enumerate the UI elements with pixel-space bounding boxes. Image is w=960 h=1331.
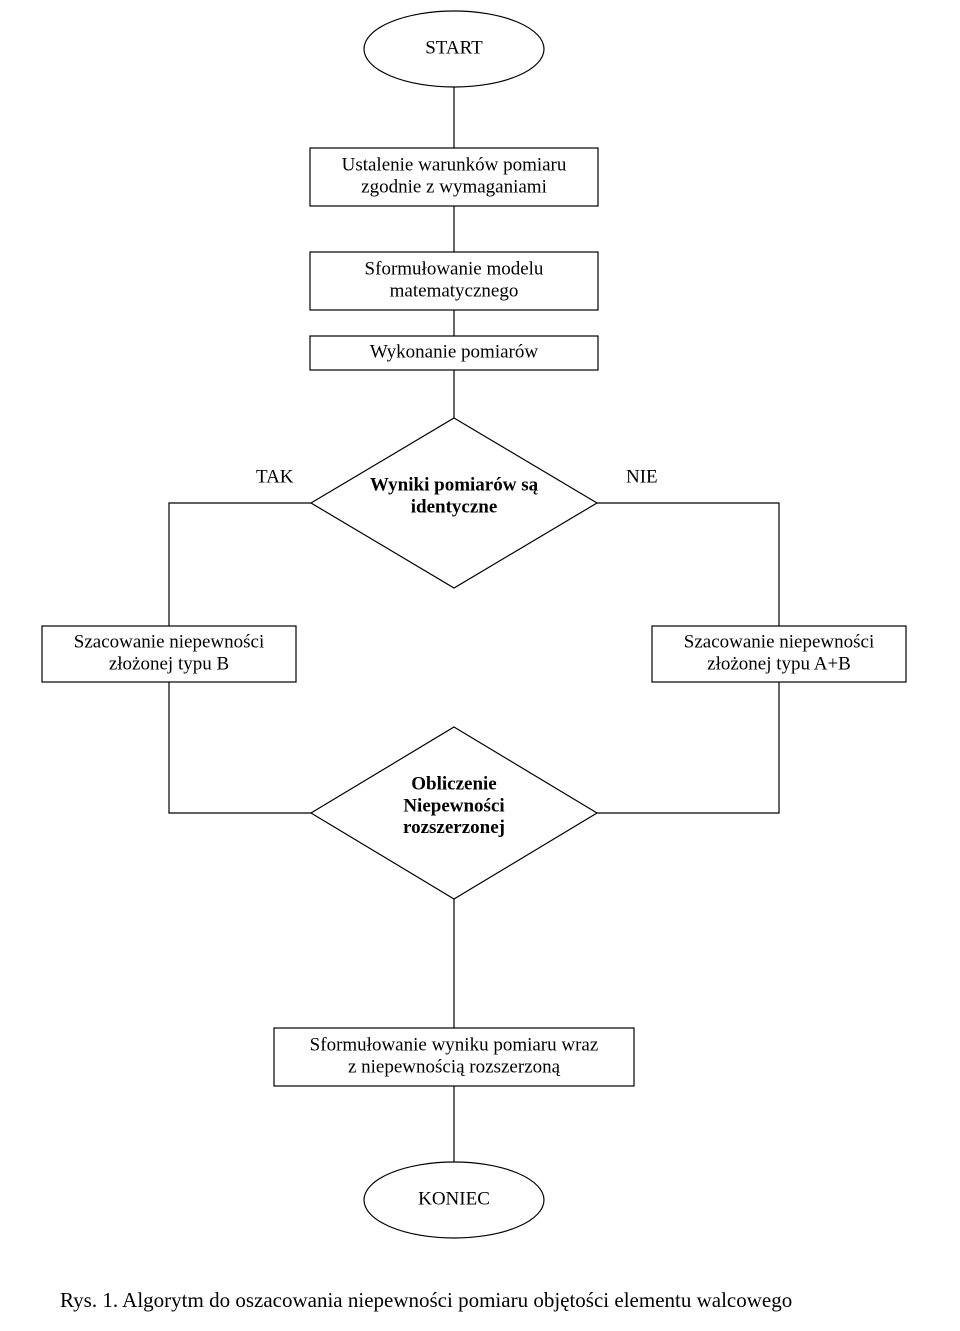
edge-5 xyxy=(597,503,779,626)
nodes.d2-text-line-0: Obliczenie xyxy=(411,774,496,795)
edges-group xyxy=(169,87,779,1162)
nodes.n4-text-line-1: z niepewnością rozszerzoną xyxy=(348,1056,561,1077)
nodes.start-text-line-0: START xyxy=(425,37,483,58)
nodes.end-text-line-0: KONIEC xyxy=(418,1188,490,1209)
nodes.n1-text-line-1: zgodnie z wymaganiami xyxy=(361,176,547,197)
nodes-group: START Ustalenie warunków pomiaruzgodnie z… xyxy=(42,11,906,1238)
nodes.d2-text-line-1: Niepewności xyxy=(403,795,504,816)
nodes.n2-text-line-0: Sformułowanie modelu xyxy=(365,258,544,279)
edge-7 xyxy=(597,682,779,813)
edge-6 xyxy=(169,682,311,813)
edge-4 xyxy=(169,503,311,626)
nodes.n2-text-line-1: matematycznego xyxy=(390,280,519,301)
nodes.right-text-line-1: złożonej typu A+B xyxy=(707,653,851,674)
nodes.d1-text-line-0: Wyniki pomiarów są xyxy=(370,474,539,495)
nodes.d2-text-line-2: rozszerzonej xyxy=(403,817,505,838)
branch-label-tak: TAK xyxy=(256,466,294,487)
figure-caption: Rys. 1. Algorytm do oszacowania niepewno… xyxy=(60,1288,792,1312)
nodes.right-text-line-0: Szacowanie niepewności xyxy=(684,631,874,652)
nodes.d1-text-line-1: identyczne xyxy=(411,496,498,517)
nodes.left-text-line-1: złożonej typu B xyxy=(109,653,229,674)
nodes.left-text-line-0: Szacowanie niepewności xyxy=(74,631,264,652)
nodes.n3-text-line-0: Wykonanie pomiarów xyxy=(370,341,539,362)
branch-label-nie: NIE xyxy=(626,466,658,487)
nodes.n1-text-line-0: Ustalenie warunków pomiaru xyxy=(342,154,567,175)
nodes.n4-text-line-0: Sformułowanie wyniku pomiaru wraz xyxy=(310,1034,599,1055)
